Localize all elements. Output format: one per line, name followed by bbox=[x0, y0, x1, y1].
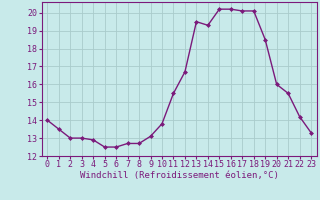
X-axis label: Windchill (Refroidissement éolien,°C): Windchill (Refroidissement éolien,°C) bbox=[80, 171, 279, 180]
